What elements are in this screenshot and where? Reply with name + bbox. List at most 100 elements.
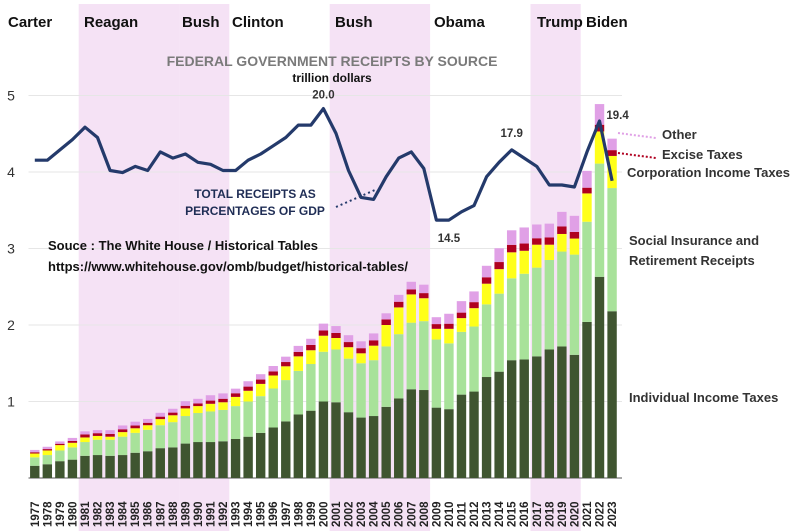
x-tick-label: 1981	[80, 501, 92, 527]
x-tick-label: 2021	[582, 501, 594, 527]
bar-2007-1	[406, 322, 416, 390]
bar-1999-4	[306, 338, 316, 345]
bar-2019-0	[557, 346, 567, 478]
x-tick-label: 1982	[93, 501, 105, 527]
bar-2010-4	[444, 313, 454, 324]
legend-label: Retirement Receipts	[629, 253, 755, 268]
y-tick-label: 4	[7, 164, 15, 180]
bar-2011-0	[456, 394, 467, 478]
bar-1977-0	[30, 465, 40, 478]
x-tick-label: 1978	[42, 501, 54, 527]
bar-1983-4	[105, 430, 115, 435]
bar-1989-0	[180, 443, 191, 478]
bar-1999-2	[306, 350, 316, 365]
bar-1995-0	[255, 432, 266, 478]
bar-2009-0	[431, 407, 442, 478]
bar-2013-2	[481, 283, 492, 305]
x-tick-label: 1999	[306, 501, 318, 527]
x-tick-label: 1984	[118, 501, 130, 527]
bar-1978-3	[42, 449, 53, 451]
legend-label: Individual Income Taxes	[629, 390, 778, 405]
bar-2004-0	[368, 416, 379, 478]
bar-1995-1	[255, 396, 266, 433]
bar-1998-0	[293, 414, 304, 478]
y-tick-label: 1	[7, 394, 15, 410]
bar-2006-0	[394, 398, 404, 478]
legend-pointer	[617, 152, 657, 159]
x-tick-label: 2002	[344, 501, 356, 527]
bar-2007-3	[406, 289, 416, 295]
bar-1995-2	[255, 383, 266, 397]
bar-1980-2	[67, 442, 78, 448]
bar-1984-3	[117, 429, 128, 433]
x-tick-label: 1983	[105, 501, 117, 527]
x-tick-label: 1986	[143, 501, 155, 527]
bar-2022-2	[594, 131, 605, 164]
bar-2018-2	[544, 244, 555, 260]
x-tick-label: 2016	[519, 501, 531, 527]
bar-1992-2	[218, 402, 228, 410]
x-tick-label: 2012	[469, 501, 481, 527]
bar-2023-2	[607, 155, 617, 189]
x-tick-label: 2007	[406, 501, 418, 527]
bar-1991-1	[205, 411, 216, 443]
bar-1981-4	[80, 431, 90, 435]
bar-2004-4	[368, 333, 379, 341]
president-label: Bush	[182, 14, 220, 31]
bar-1993-1	[230, 406, 241, 439]
bar-2019-3	[557, 226, 567, 234]
bar-2005-4	[381, 313, 391, 320]
bar-2021-4	[582, 170, 592, 188]
x-tick-label: 1980	[67, 501, 79, 527]
stacked-bars	[30, 104, 617, 478]
bar-2001-2	[331, 338, 341, 350]
x-tick-label: 2015	[507, 501, 519, 527]
bar-2004-2	[368, 345, 379, 361]
legend-label: Excise Taxes	[662, 147, 743, 162]
bar-2020-0	[569, 354, 580, 478]
x-tick-label: 2014	[494, 501, 506, 527]
x-tick-label: 1987	[155, 501, 167, 527]
bar-2021-1	[582, 221, 592, 322]
x-tick-label: 2000	[318, 501, 330, 527]
x-tick-label: 2001	[331, 501, 343, 527]
bar-2009-2	[431, 328, 442, 340]
bar-2016-2	[519, 250, 529, 274]
presidency-shading	[78, 4, 581, 531]
bar-2017-3	[532, 238, 542, 245]
source-line-1: Souce : The White House / Historical Tab…	[48, 238, 318, 253]
gdp-line-layer: 20.0 14.5 17.9 19.4	[34, 90, 629, 245]
bar-1980-3	[67, 440, 78, 443]
bar-1982-1	[92, 439, 103, 456]
bar-2004-1	[368, 360, 379, 417]
bar-2022-1	[594, 163, 605, 277]
bar-2017-4	[532, 224, 542, 239]
bar-2015-2	[506, 252, 517, 279]
bar-1984-0	[117, 455, 128, 478]
legend-label: Other	[662, 127, 697, 142]
bar-2008-2	[419, 298, 429, 322]
bar-1985-4	[130, 421, 140, 426]
bar-2014-4	[494, 248, 504, 263]
bar-1977-1	[30, 457, 40, 466]
gdp-data-label: 19.4	[606, 110, 629, 122]
bar-2021-2	[582, 193, 592, 222]
bar-1996-1	[268, 388, 278, 428]
x-tick-label: 2019	[557, 501, 569, 527]
bar-1983-3	[105, 434, 115, 437]
bar-1981-1	[80, 442, 90, 456]
x-tick-label: 1993	[231, 501, 243, 527]
bar-1989-2	[180, 408, 191, 417]
bar-2009-4	[431, 317, 442, 325]
bar-1979-0	[55, 461, 65, 478]
bar-1984-1	[117, 436, 128, 456]
gdp-data-label: 17.9	[500, 128, 522, 140]
bar-2016-4	[519, 227, 529, 244]
bar-2020-3	[569, 231, 580, 239]
bar-2000-0	[318, 401, 329, 478]
bar-1987-3	[155, 416, 165, 420]
x-tick-label: 2004	[369, 501, 381, 527]
bar-1995-4	[255, 374, 266, 380]
x-tick-label: 1989	[180, 501, 192, 527]
bar-1987-1	[155, 425, 165, 449]
